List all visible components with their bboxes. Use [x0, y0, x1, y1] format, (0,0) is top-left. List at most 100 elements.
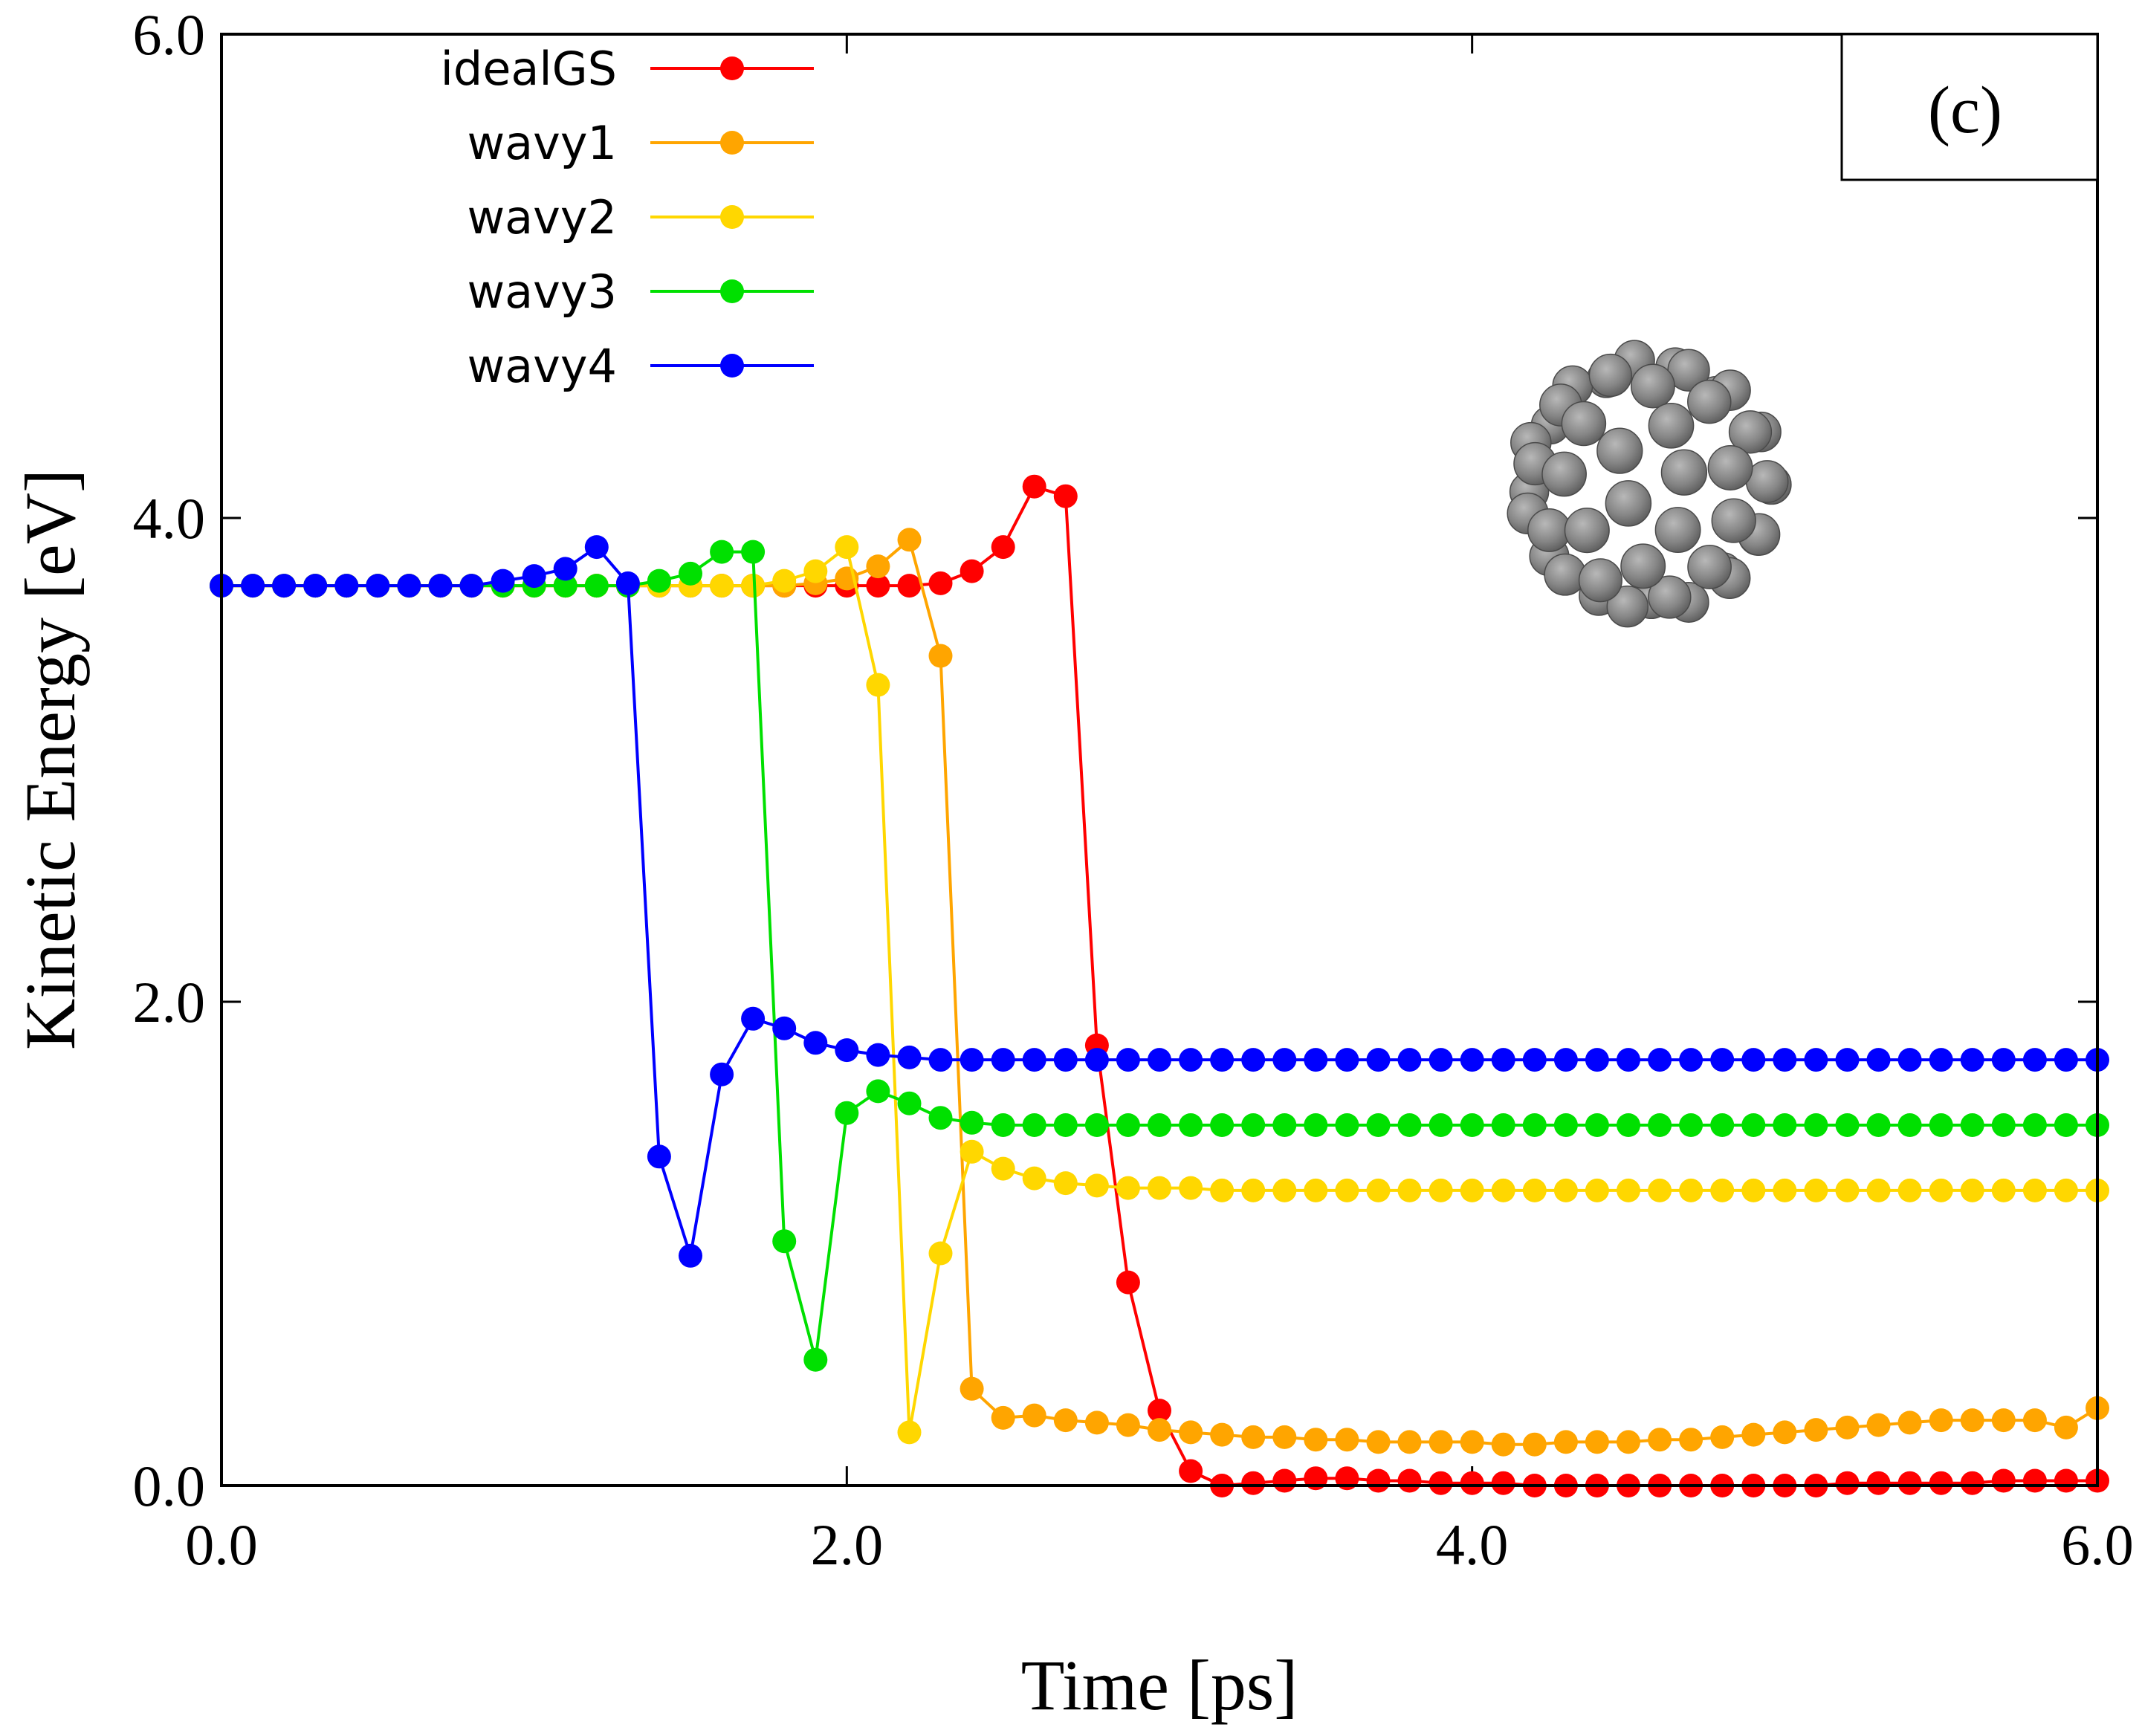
- carbon-atom: [1687, 545, 1732, 589]
- wavy1-point: [1897, 1410, 1922, 1435]
- wavy4-point: [1053, 1048, 1078, 1072]
- wavy1-point: [1522, 1432, 1547, 1457]
- wavy3-point: [1179, 1113, 1203, 1137]
- wavy3-point: [1897, 1113, 1922, 1137]
- wavy3-point: [1741, 1113, 1766, 1137]
- wavy3-point: [1084, 1113, 1109, 1137]
- panel-label: (c): [1928, 74, 2002, 147]
- wavy1-point: [1053, 1408, 1078, 1433]
- series-wavy1: [210, 528, 2109, 1457]
- wavy4-point: [772, 1016, 797, 1040]
- y-tick-label: 0.0: [133, 1454, 206, 1518]
- wavy4-point: [928, 1048, 953, 1072]
- wavy4-point: [960, 1048, 984, 1072]
- wavy2-point: [928, 1241, 953, 1266]
- wavy3-point: [1397, 1113, 1422, 1137]
- wavy2-point: [1553, 1178, 1578, 1202]
- wavy3-point: [2022, 1113, 2047, 1137]
- idealGS-point: [960, 559, 984, 583]
- wavy2-point: [2054, 1178, 2078, 1202]
- series-wavy4: [210, 535, 2109, 1268]
- wavy4-point: [991, 1048, 1015, 1072]
- carbon-atom: [1527, 508, 1571, 552]
- wavy4-point: [428, 574, 453, 598]
- wavy1-point: [897, 528, 922, 552]
- carbon-atom: [1541, 451, 1587, 497]
- wavy4-point: [1773, 1048, 1797, 1072]
- wavy1-point: [1210, 1422, 1235, 1447]
- wavy4-point: [1210, 1048, 1235, 1072]
- legend-item-idealGS: idealGS: [441, 42, 814, 96]
- wavy4-point: [584, 535, 609, 560]
- wavy3-point: [991, 1113, 1015, 1137]
- carbon-atom: [1660, 449, 1708, 496]
- wavy4-point: [1084, 1048, 1109, 1072]
- wavy4-point: [397, 574, 421, 598]
- wavy2-point: [866, 673, 890, 697]
- wavy1-point: [1835, 1415, 1860, 1439]
- y-tick-label: 2.0: [133, 970, 206, 1034]
- wavy4-line: [221, 545, 2097, 1257]
- wavy2-point: [1897, 1178, 1922, 1202]
- wavy4-point: [1428, 1048, 1453, 1072]
- carbon-atom: [1711, 498, 1756, 543]
- wavy3-point: [1241, 1113, 1266, 1137]
- legend-marker: [720, 131, 744, 155]
- wavy4-point: [1272, 1048, 1297, 1072]
- carbon-atom: [1630, 363, 1675, 409]
- wavy1-point: [1335, 1428, 1359, 1452]
- wavy3-point: [1929, 1113, 1953, 1137]
- wavy3-point: [1553, 1113, 1578, 1137]
- wavy3-point: [866, 1079, 890, 1104]
- wavy2-point: [1304, 1178, 1328, 1202]
- wavy4-point: [1022, 1048, 1046, 1072]
- wavy4-point: [741, 1006, 766, 1031]
- carbon-atom: [1605, 480, 1652, 527]
- wavy1-point: [1366, 1430, 1391, 1454]
- carbon-atom: [1620, 543, 1666, 589]
- carbon-atom: [1561, 401, 1607, 447]
- y-axis-label: Kinetic Energy [eV]: [10, 469, 90, 1050]
- wavy1-point: [1460, 1430, 1484, 1454]
- carbon-atom: [1596, 427, 1643, 474]
- series-layer: [210, 474, 2109, 1497]
- wavy3-point: [803, 1347, 828, 1372]
- wavy4-point: [522, 564, 546, 589]
- wavy2-point: [772, 569, 797, 593]
- wavy4-point: [835, 1038, 859, 1063]
- wavy4-point: [1866, 1048, 1891, 1072]
- wavy3-point: [1804, 1113, 1828, 1137]
- wavy2-point: [1773, 1178, 1797, 1202]
- wavy4-point: [1335, 1048, 1359, 1072]
- wavy2-point: [1460, 1178, 1484, 1202]
- idealGS-point: [928, 571, 953, 595]
- wavy1-point: [1428, 1430, 1453, 1454]
- wavy3-point: [1366, 1113, 1391, 1137]
- wavy3-point: [835, 1101, 859, 1125]
- wavy1-point: [1617, 1430, 1640, 1454]
- wavy1-point: [2022, 1408, 2047, 1433]
- wavy4-point: [647, 1144, 671, 1169]
- wavy2-point: [1960, 1178, 1984, 1202]
- wavy2-point: [1491, 1178, 1515, 1202]
- idealGS-point: [866, 574, 890, 598]
- wavy2-point: [1335, 1178, 1359, 1202]
- wavy4-point: [2022, 1048, 2047, 1072]
- wavy2-point: [1148, 1176, 1171, 1200]
- carbon-atom: [1687, 379, 1732, 424]
- wavy2-point: [1804, 1178, 1828, 1202]
- wavy1-point: [1116, 1413, 1140, 1437]
- carbon-atom: [1564, 508, 1610, 554]
- wavy1-point: [1553, 1430, 1578, 1454]
- wavy2-point: [835, 535, 859, 560]
- wavy3-point: [897, 1091, 922, 1115]
- idealGS-point: [991, 535, 1015, 560]
- wavy2-point: [1397, 1178, 1422, 1202]
- idealGS-point: [1366, 1468, 1391, 1493]
- wavy4-point: [1397, 1048, 1422, 1072]
- idealGS-point: [1148, 1399, 1171, 1423]
- wavy3-point: [1960, 1113, 1984, 1137]
- legend-item-wavy3: wavy3: [467, 265, 814, 319]
- wavy4-point: [1366, 1048, 1391, 1072]
- wavy2-point: [1617, 1178, 1640, 1202]
